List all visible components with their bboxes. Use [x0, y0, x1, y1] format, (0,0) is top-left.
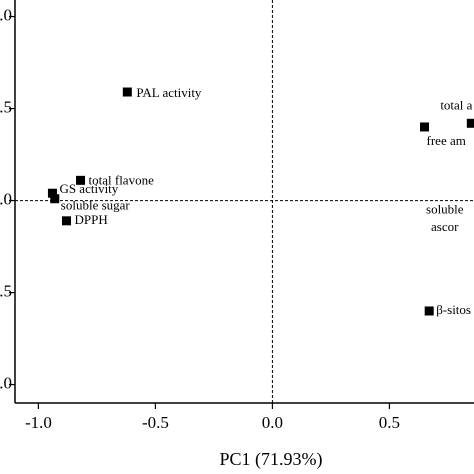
y-tick-label: -1.0 [0, 374, 12, 393]
point-label: PAL activity [136, 85, 202, 100]
point [76, 175, 86, 185]
point-label: DPPH [74, 212, 107, 227]
point [61, 216, 71, 226]
point [420, 122, 430, 132]
point [466, 118, 474, 128]
point-label: total flavone [89, 172, 155, 187]
y-tick-label: 0.0 [0, 189, 12, 208]
point-label: free am [427, 133, 466, 148]
x-tick-label: 0.0 [262, 413, 283, 432]
point-label: soluble [426, 202, 464, 217]
y-tick-label: -0.5 [0, 281, 12, 300]
point-label: soluble sugar [61, 198, 131, 213]
x-tick-label: 0.5 [379, 413, 400, 432]
x-axis-title: PC1 (71.93%) [220, 449, 323, 470]
point-label: β-sitos [436, 302, 471, 317]
y-tick-label: 1.0 [0, 5, 12, 24]
y-tick-label: 0.5 [0, 97, 12, 116]
x-tick-label: -0.5 [142, 413, 169, 432]
point [424, 306, 434, 316]
point [47, 188, 57, 198]
point-label: total a [440, 97, 472, 112]
point [122, 87, 132, 97]
x-tick-label: -1.0 [25, 413, 52, 432]
point-label: ascor [431, 219, 459, 234]
point-label: GS activity [59, 181, 118, 196]
point [50, 194, 60, 204]
